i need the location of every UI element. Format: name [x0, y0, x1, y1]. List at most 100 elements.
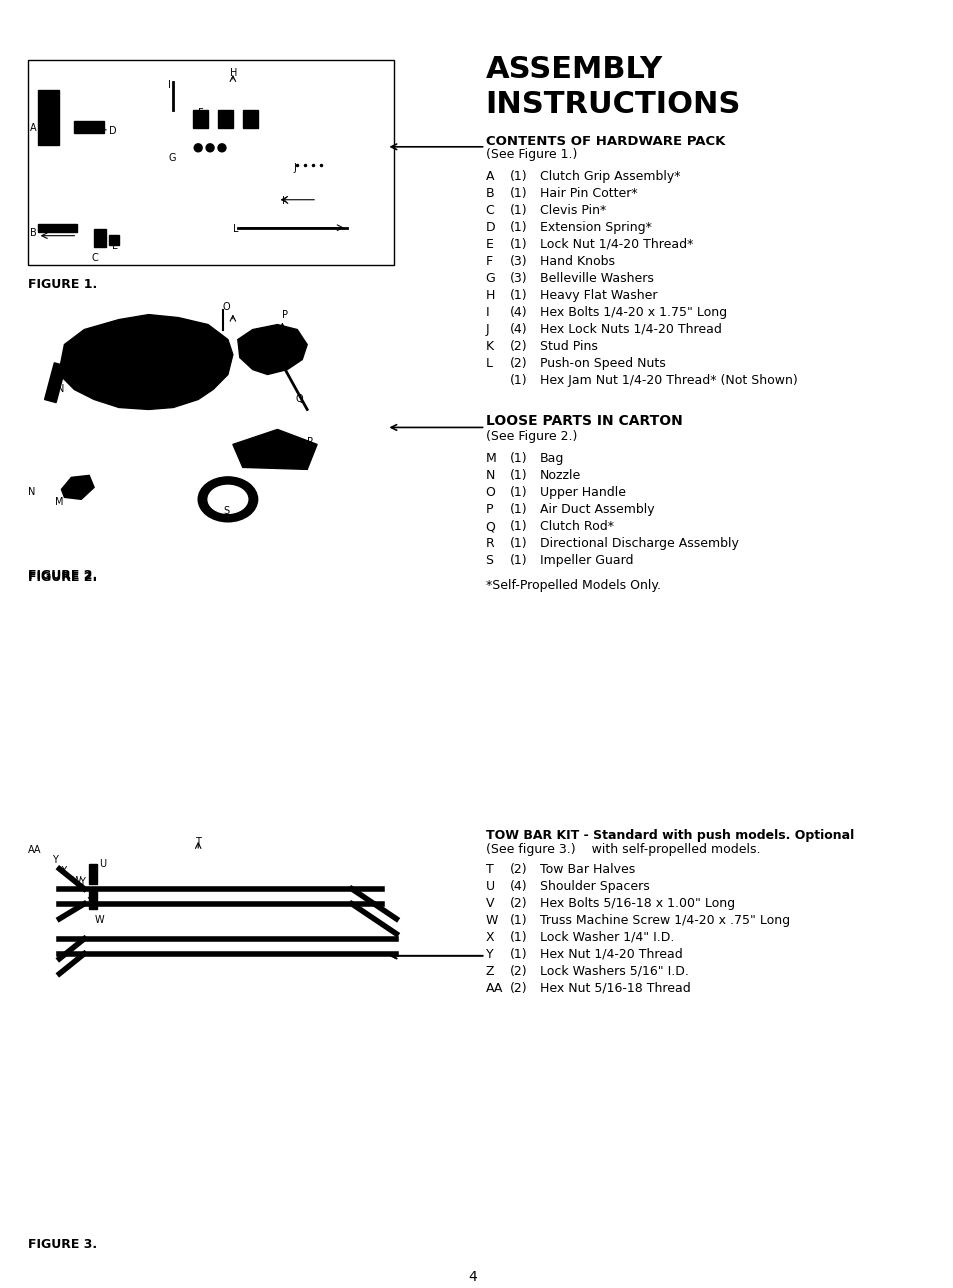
Text: (3): (3): [510, 272, 527, 285]
Text: Heavy Flat Washer: Heavy Flat Washer: [539, 289, 657, 301]
Text: W: W: [485, 913, 497, 927]
Text: O: O: [223, 301, 231, 312]
Text: B: B: [30, 228, 36, 238]
Text: (1): (1): [510, 452, 527, 465]
Text: Lock Nut 1/4-20 Thread*: Lock Nut 1/4-20 Thread*: [539, 238, 693, 251]
Text: Clevis Pin*: Clevis Pin*: [539, 204, 606, 216]
Text: T: T: [195, 837, 201, 848]
Text: L: L: [485, 357, 492, 370]
Text: (1): (1): [510, 554, 527, 567]
Polygon shape: [237, 325, 307, 375]
Bar: [89, 864, 97, 884]
Text: (4): (4): [510, 322, 527, 336]
Text: H: H: [485, 289, 495, 301]
Text: I: I: [169, 80, 172, 90]
Text: Hex Nut 5/16-18 Thread: Hex Nut 5/16-18 Thread: [539, 981, 690, 994]
Text: (1): (1): [510, 289, 527, 301]
Text: D: D: [485, 220, 495, 233]
Text: Push-on Speed Nuts: Push-on Speed Nuts: [539, 357, 665, 370]
Text: Stud Pins: Stud Pins: [539, 340, 598, 353]
Bar: [242, 109, 257, 128]
Text: X: X: [87, 896, 93, 907]
Text: J: J: [293, 162, 295, 173]
Text: U: U: [99, 859, 106, 869]
Text: Q: Q: [295, 394, 303, 404]
Text: E: E: [485, 238, 493, 251]
Text: C: C: [91, 252, 98, 263]
Text: N: N: [57, 385, 65, 394]
Text: Tow Bar Halves: Tow Bar Halves: [539, 863, 635, 876]
Text: Hex Nut 1/4-20 Thread: Hex Nut 1/4-20 Thread: [539, 948, 682, 961]
Text: (1): (1): [510, 913, 527, 927]
Bar: [45, 363, 66, 403]
Text: Belleville Washers: Belleville Washers: [539, 272, 653, 285]
Text: (2): (2): [510, 340, 527, 353]
Polygon shape: [61, 475, 94, 500]
Text: Lock Washers 5/16" I.D.: Lock Washers 5/16" I.D.: [539, 965, 688, 978]
Text: O: O: [485, 487, 495, 500]
Text: (See figure 3.)    with self-propelled models.: (See figure 3.) with self-propelled mode…: [485, 842, 760, 857]
Text: G: G: [169, 153, 175, 162]
Text: R: R: [485, 537, 494, 550]
Bar: [109, 234, 119, 245]
Bar: [28, 61, 394, 264]
Text: Hex Bolts 5/16-18 x 1.00" Long: Hex Bolts 5/16-18 x 1.00" Long: [539, 896, 735, 909]
Text: Lock Washer 1/4" I.D.: Lock Washer 1/4" I.D.: [539, 931, 674, 944]
Polygon shape: [59, 314, 233, 410]
Text: F: F: [198, 108, 204, 118]
Text: (1): (1): [510, 170, 527, 183]
Text: K: K: [282, 196, 289, 206]
Text: ASSEMBLY: ASSEMBLY: [485, 55, 662, 84]
Text: 4: 4: [468, 1270, 476, 1284]
Text: Y: Y: [51, 855, 57, 864]
Text: Hex Bolts 1/4-20 x 1.75" Long: Hex Bolts 1/4-20 x 1.75" Long: [539, 305, 726, 318]
Text: Extension Spring*: Extension Spring*: [539, 220, 651, 233]
Text: CONTENTS OF HARDWARE PACK: CONTENTS OF HARDWARE PACK: [485, 135, 724, 148]
Text: D: D: [109, 126, 116, 135]
Text: Impeller Guard: Impeller Guard: [539, 554, 633, 567]
Text: Nozzle: Nozzle: [539, 469, 580, 483]
Bar: [37, 224, 77, 232]
Text: (1): (1): [510, 504, 527, 516]
Text: Hex Jam Nut 1/4-20 Thread* (Not Shown): Hex Jam Nut 1/4-20 Thread* (Not Shown): [539, 374, 797, 386]
Text: S: S: [485, 554, 493, 567]
Text: A: A: [485, 170, 494, 183]
Bar: [37, 90, 59, 144]
Circle shape: [218, 144, 226, 152]
Text: AA: AA: [485, 981, 502, 994]
Text: FIGURE 2.: FIGURE 2.: [28, 569, 97, 582]
Bar: [94, 229, 106, 247]
Text: (1): (1): [510, 220, 527, 233]
Text: Shoulder Spacers: Shoulder Spacers: [539, 880, 649, 893]
Text: X: X: [485, 931, 494, 944]
Text: Upper Handle: Upper Handle: [539, 487, 625, 500]
Text: (2): (2): [510, 965, 527, 978]
Text: *Self-Propelled Models Only.: *Self-Propelled Models Only.: [485, 580, 659, 592]
Ellipse shape: [208, 486, 248, 514]
Text: X: X: [60, 866, 67, 876]
Text: (1): (1): [510, 238, 527, 251]
Text: (4): (4): [510, 305, 527, 318]
Bar: [74, 121, 104, 133]
Ellipse shape: [198, 477, 257, 522]
Bar: [193, 109, 208, 128]
Text: Q: Q: [485, 520, 495, 533]
Text: Hand Knobs: Hand Knobs: [539, 255, 615, 268]
Text: Air Duct Assembly: Air Duct Assembly: [539, 504, 654, 516]
Text: W: W: [71, 876, 81, 886]
Text: V: V: [485, 896, 494, 909]
Text: C: C: [485, 204, 494, 216]
Text: S: S: [223, 506, 229, 516]
Text: N: N: [485, 469, 495, 483]
Text: Truss Machine Screw 1/4-20 x .75" Long: Truss Machine Screw 1/4-20 x .75" Long: [539, 913, 789, 927]
Text: (1): (1): [510, 187, 527, 200]
Text: P: P: [282, 309, 288, 319]
Text: M: M: [54, 497, 63, 507]
Text: K: K: [485, 340, 493, 353]
Polygon shape: [233, 429, 316, 469]
Text: Y: Y: [485, 948, 493, 961]
Text: (1): (1): [510, 948, 527, 961]
Text: Clutch Rod*: Clutch Rod*: [539, 520, 614, 533]
Text: TOW BAR KIT - Standard with push models. Optional: TOW BAR KIT - Standard with push models.…: [485, 829, 853, 842]
Text: Hex Lock Nuts 1/4-20 Thread: Hex Lock Nuts 1/4-20 Thread: [539, 322, 721, 336]
